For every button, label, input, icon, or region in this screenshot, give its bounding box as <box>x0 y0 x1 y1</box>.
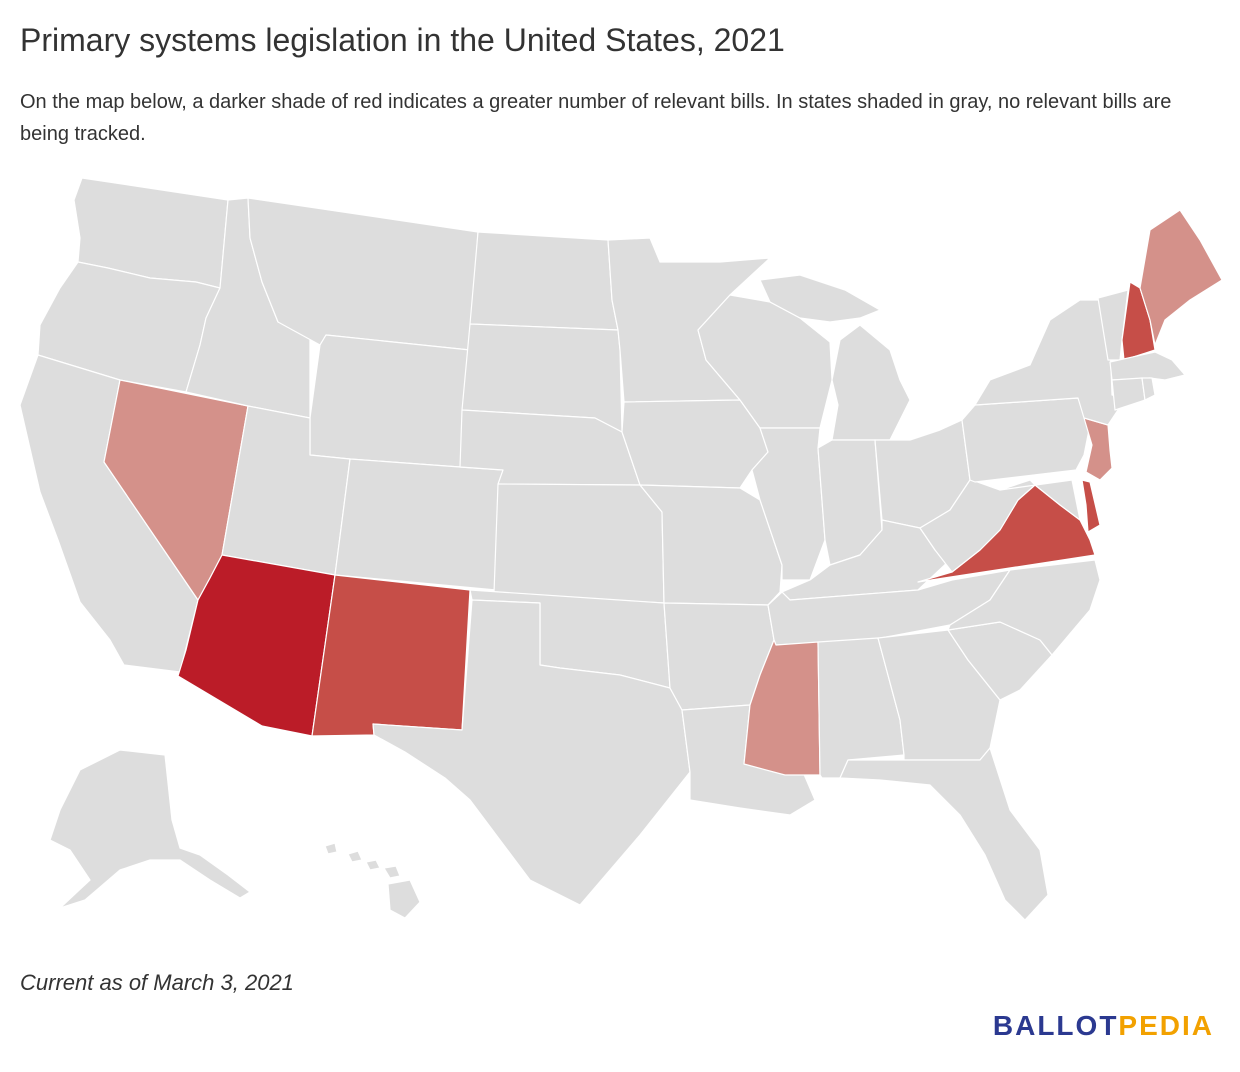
state-alaska[interactable] <box>49 749 251 909</box>
map-title: Primary systems legislation in the Unite… <box>20 22 785 58</box>
state-maine[interactable] <box>1139 209 1223 346</box>
state-colorado[interactable] <box>334 458 504 591</box>
state-north-dakota[interactable] <box>469 231 619 331</box>
state-florida[interactable] <box>839 747 1049 921</box>
current-as-of-note: Current as of March 3, 2021 <box>20 970 294 995</box>
state-delaware[interactable] <box>1081 479 1101 533</box>
state-pennsylvania[interactable] <box>961 397 1091 483</box>
state-new-mexico[interactable] <box>311 574 471 737</box>
state-hawaii[interactable] <box>324 842 421 919</box>
state-iowa[interactable] <box>621 399 769 489</box>
state-illinois[interactable] <box>751 427 826 581</box>
state-kansas[interactable] <box>493 483 665 604</box>
logo-part-ballot: BALLOT <box>992 1010 1119 1041</box>
state-maryland[interactable] <box>999 479 1081 521</box>
state-connecticut[interactable] <box>1111 377 1146 411</box>
state-vermont[interactable] <box>1097 289 1129 361</box>
state-new-jersey[interactable] <box>1083 417 1113 481</box>
state-texas[interactable] <box>372 599 691 906</box>
map-subtitle: On the map below, a darker shade of red … <box>20 91 1172 145</box>
state-north-carolina[interactable] <box>947 559 1101 656</box>
state-massachusetts[interactable] <box>1109 351 1186 381</box>
state-missouri[interactable] <box>639 484 783 606</box>
state-michigan[interactable] <box>759 274 911 441</box>
ballotpedia-logo: BALLOTPEDIA <box>993 1010 1214 1042</box>
us-map <box>19 177 1223 921</box>
logo-part-pedia: PEDIA <box>1118 1010 1214 1041</box>
state-rhode-island[interactable] <box>1141 377 1156 401</box>
state-wyoming[interactable] <box>309 334 471 468</box>
